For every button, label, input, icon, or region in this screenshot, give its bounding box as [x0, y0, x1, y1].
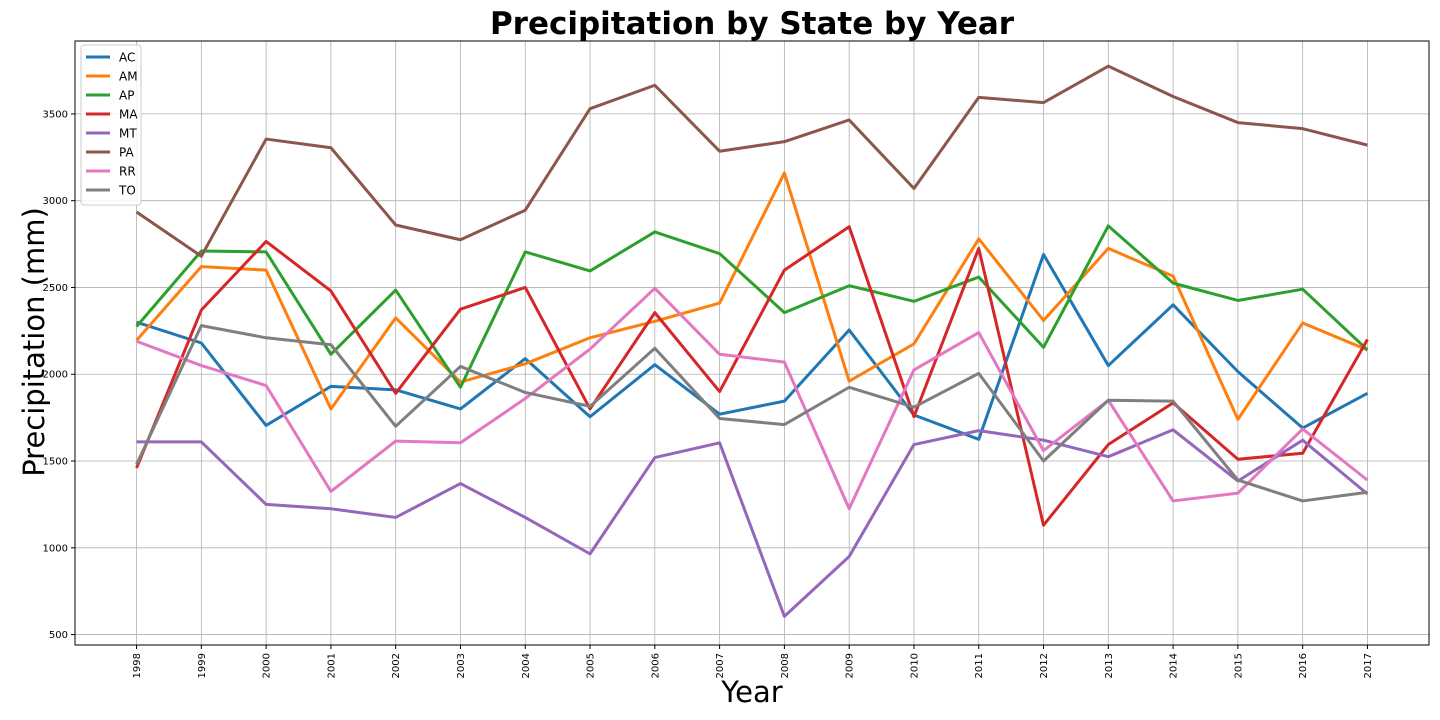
legend-label-mt: MT	[119, 127, 137, 141]
legend-box	[80, 44, 142, 206]
x-tick-label: 2014	[1169, 653, 1180, 678]
x-tick-label: 2002	[391, 653, 402, 678]
series-line-to	[135, 324, 1368, 503]
series-line-am	[135, 171, 1369, 421]
x-tick-label: 2007	[715, 653, 726, 678]
x-tick-label: 2010	[909, 653, 920, 678]
x-tick-label: 2006	[650, 653, 661, 678]
y-tick-label: 2500	[43, 283, 68, 294]
chart-title: Precipitation by State by Year	[490, 6, 1015, 42]
x-tick-label: 2016	[1298, 653, 1309, 678]
y-tick-label: 1500	[43, 457, 68, 468]
x-tick-label: 1998	[132, 653, 143, 678]
y-axis-ticks: 500 1000 1500 2000 2500 3000 3500	[43, 109, 75, 641]
x-tick-label: 2008	[780, 653, 791, 678]
x-axis-label: Year	[720, 675, 782, 709]
legend-label-to: TO	[118, 184, 136, 198]
legend-label-ac: AC	[119, 51, 135, 65]
legend-label-ap: AP	[119, 89, 134, 103]
legend-label-ma: MA	[119, 108, 138, 122]
series-line-pa	[135, 64, 1368, 258]
series-line-ma	[135, 225, 1369, 527]
y-tick-label: 3500	[43, 109, 68, 120]
legend: AC AM AP MA MT PA RR TO	[80, 44, 142, 206]
x-tick-label: 2003	[456, 653, 467, 678]
x-tick-label: 2004	[521, 653, 532, 678]
legend-label-pa: PA	[119, 146, 134, 160]
x-tick-label: 2013	[1104, 653, 1115, 678]
x-tick-label: 2009	[845, 653, 856, 678]
x-tick-label: 2005	[586, 653, 597, 678]
y-tick-label: 2000	[43, 370, 68, 381]
series-lines	[135, 64, 1369, 618]
y-axis-label: Precipitation (mm)	[17, 207, 51, 477]
legend-label-rr: RR	[119, 165, 136, 179]
legend-label-am: AM	[119, 70, 138, 84]
x-tick-label: 2000	[262, 653, 273, 678]
series-line-rr	[136, 286, 1369, 511]
x-tick-label: 2015	[1233, 653, 1244, 678]
y-tick-label: 3000	[43, 196, 68, 207]
grid	[75, 41, 1429, 645]
x-tick-label: 2001	[326, 653, 337, 678]
x-tick-label: 2011	[974, 653, 985, 678]
plot-frame	[74, 40, 1430, 646]
x-tick-label: 2017	[1363, 653, 1374, 678]
x-tick-label: 1999	[197, 653, 208, 678]
y-tick-label: 1000	[43, 543, 68, 554]
series-line-mt	[136, 428, 1369, 618]
series-line-ap	[135, 224, 1369, 389]
x-axis-ticks: 1998 1999 2000 2001 2002 2003 2004 2005 2006 2007…	[132, 645, 1374, 678]
y-tick-label: 500	[49, 630, 68, 641]
series-line-ac	[136, 252, 1369, 441]
x-tick-label: 2012	[1039, 653, 1050, 678]
